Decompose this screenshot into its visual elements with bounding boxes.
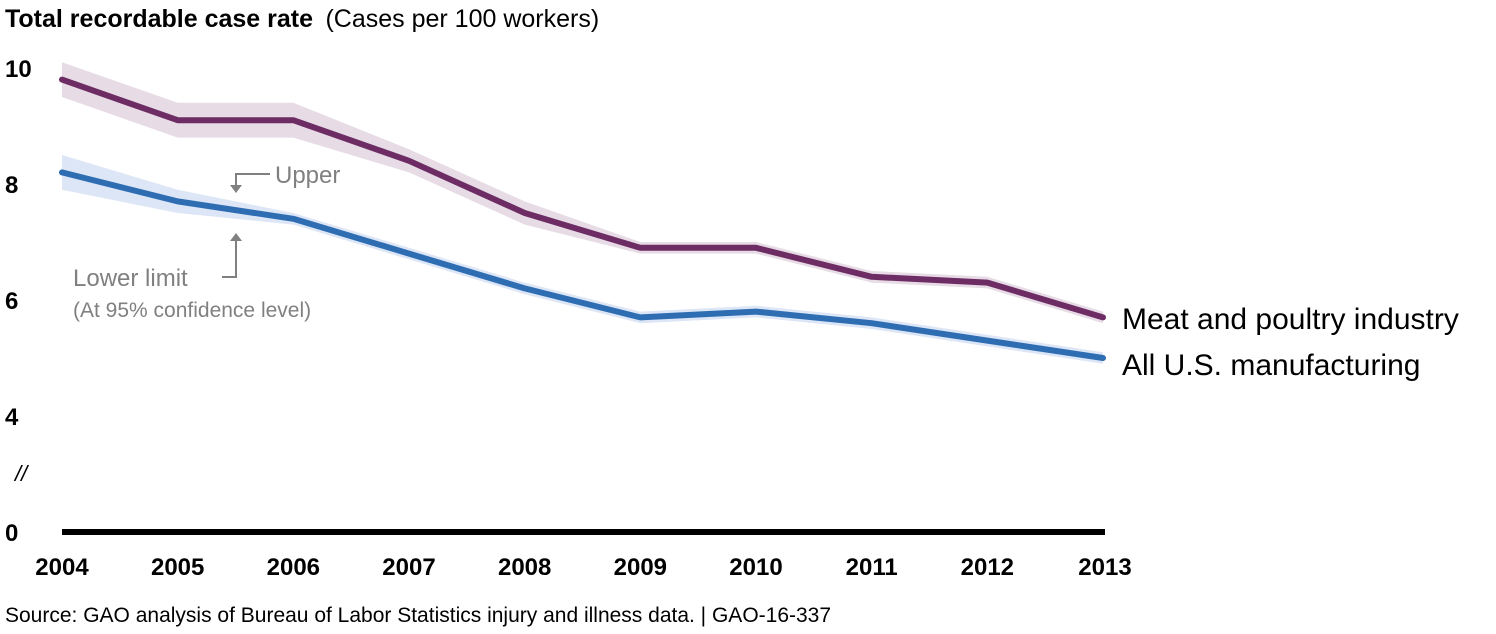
upper-arrow-connector: [235, 173, 270, 186]
confidence-band-meat-and-poultry-industry: [62, 62, 1103, 324]
series-line-meat-and-poultry-industry: [59, 76, 1106, 321]
series-lines: [59, 76, 1106, 361]
chart-subtitle: (Cases per 100 workers): [325, 5, 599, 33]
x-tick-label: 2010: [729, 554, 782, 581]
x-tick-label: 2008: [498, 554, 551, 581]
series-label-meat-poultry: Meat and poultry industry: [1122, 303, 1459, 336]
y-tick-label: 0: [5, 520, 18, 547]
upper-arrow-head: [230, 185, 242, 193]
x-tick-label: 2013: [1078, 554, 1131, 581]
upper-label: Upper: [275, 162, 340, 189]
x-tick-label: 2004: [35, 554, 89, 581]
source-note: Source: GAO analysis of Bureau of Labor …: [5, 604, 831, 627]
x-tick-label: 2005: [151, 554, 204, 581]
y-tick-label: 8: [5, 172, 18, 199]
y-tick-label: 4: [5, 404, 19, 431]
y-tick-label: 6: [5, 288, 18, 315]
lower-label: Lower limit: [73, 265, 188, 292]
y-tick-label: 10: [5, 56, 32, 83]
x-tick-label: 2007: [382, 554, 435, 581]
x-tick-label: 2012: [961, 554, 1014, 581]
lower-arrow-connector: [222, 241, 237, 278]
chart-title: Total recordable case rate (Cases per 10…: [5, 5, 599, 33]
x-tick-label: 2006: [267, 554, 320, 581]
series-line-all-u-s-manufacturing: [59, 169, 1106, 361]
confidence-label: (At 95% confidence level): [73, 299, 311, 322]
y-axis-ticks: 0 4 6 8 10: [5, 56, 32, 547]
x-axis-ticks: 2004 2005 2006 2007 2008 2009 2010 2011 2012 2013: [35, 554, 1131, 581]
axis-break-symbol: //: [13, 461, 29, 486]
x-tick-label: 2011: [846, 554, 898, 581]
upper-limit-annotation: Upper: [230, 162, 340, 193]
series-label-all-manufacturing: All U.S. manufacturing: [1122, 349, 1420, 382]
lower-arrow-head: [230, 233, 242, 241]
lower-limit-annotation: Lower limit (At 95% confidence level): [73, 233, 311, 322]
chart-title-main: Total recordable case rate: [5, 5, 313, 33]
x-tick-label: 2009: [614, 554, 667, 581]
